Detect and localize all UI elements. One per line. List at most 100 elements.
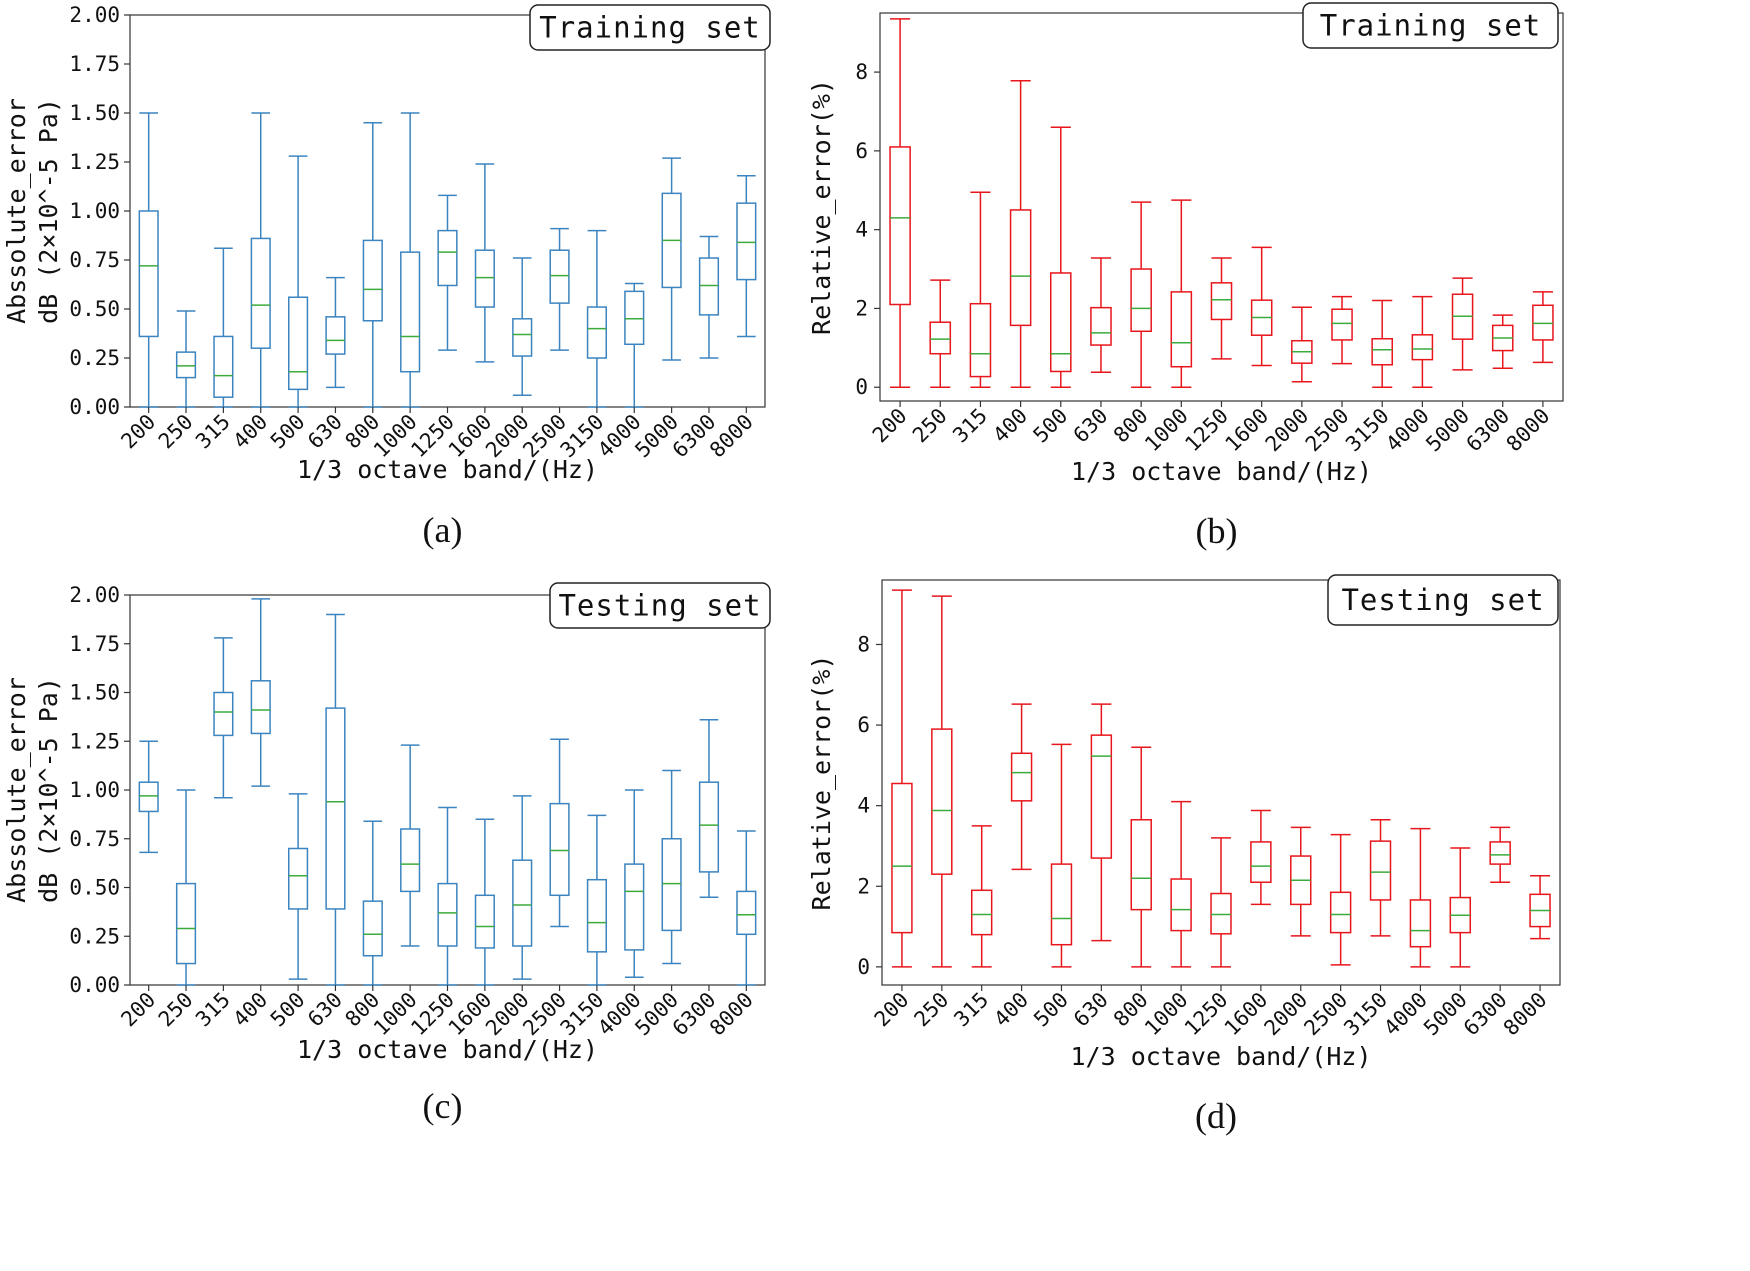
iqr-box	[1009, 209, 1032, 327]
panel-caption: (d)	[1195, 1096, 1237, 1136]
y-tick-label: 2	[855, 296, 868, 320]
x-tick-label: 5000	[630, 988, 683, 1041]
iqr-box	[1210, 892, 1232, 935]
x-axis-title: 1/3 octave band/(Hz)	[1070, 1042, 1371, 1071]
x-tick-label: 630	[303, 988, 347, 1032]
box-200	[891, 589, 913, 968]
box-5000	[661, 769, 682, 965]
box-1600	[1250, 246, 1273, 367]
legend-label: Testing set	[1341, 583, 1544, 617]
x-tick-label: 2000	[1261, 404, 1314, 457]
y-tick-label: 0.75	[69, 248, 120, 272]
x-tick-label: 6300	[1462, 404, 1515, 457]
iqr-box	[931, 728, 953, 875]
x-tick-label: 200	[868, 404, 912, 448]
iqr-box	[549, 249, 570, 304]
x-tick-label: 1000	[1140, 404, 1193, 457]
box-250	[175, 310, 197, 408]
box-6300	[1489, 826, 1511, 883]
iqr-box	[288, 296, 309, 391]
x-tick-label: 500	[266, 988, 310, 1032]
box-5000	[1451, 277, 1474, 371]
x-tick-label: 630	[303, 410, 347, 454]
box-800	[1130, 746, 1152, 968]
box-630	[1090, 257, 1112, 373]
y-tick-label: 2.00	[69, 583, 120, 607]
iqr-box	[175, 351, 197, 379]
box-400	[250, 112, 271, 408]
box-1250	[437, 806, 458, 986]
x-tick-label: 8000	[705, 988, 758, 1041]
iqr-box	[325, 707, 346, 910]
iqr-box	[1090, 306, 1112, 346]
box-3150	[1371, 299, 1393, 388]
box-1250	[437, 194, 458, 351]
iqr-box	[1371, 338, 1393, 366]
x-tick-label: 250	[908, 404, 952, 448]
x-tick-label: 1600	[1220, 404, 1273, 457]
iqr-box	[437, 229, 458, 287]
iqr-box	[250, 680, 271, 735]
box-6300	[698, 235, 720, 359]
iqr-box	[213, 335, 234, 398]
iqr-box	[1210, 282, 1233, 321]
y-axis-title: Relative_error(%)	[807, 79, 836, 335]
iqr-box	[889, 146, 911, 306]
iqr-box	[1250, 841, 1272, 883]
x-tick-label: 200	[116, 988, 160, 1032]
iqr-box	[1409, 899, 1432, 948]
box-500	[1050, 743, 1073, 968]
box-630	[325, 613, 346, 986]
box-250	[931, 595, 953, 968]
x-tick-label: 315	[948, 404, 992, 448]
y-tick-label: 1.00	[69, 199, 120, 223]
x-tick-label: 315	[191, 988, 235, 1032]
iqr-box	[362, 900, 383, 957]
iqr-box	[175, 882, 197, 965]
iqr-box	[474, 249, 495, 308]
y-axis-title: dB (2×10^-5 Pa)	[34, 677, 63, 903]
box-800	[362, 122, 383, 408]
panel-caption: (b)	[1196, 511, 1238, 551]
box-1250	[1210, 257, 1233, 360]
panel-c-absolute-error-testing: 0.000.250.500.751.001.251.501.752.002002…	[2, 582, 771, 1126]
x-tick-label: 400	[228, 988, 272, 1032]
iqr-box	[970, 889, 993, 936]
x-tick-label: 500	[1029, 988, 1073, 1032]
box-250	[929, 279, 952, 388]
panel-b-relative-error-training: 0246820025031540050063080010001250160020…	[807, 2, 1564, 551]
box-3150	[586, 814, 608, 986]
iqr-box	[474, 894, 495, 949]
box-3150	[586, 229, 608, 408]
legend-box	[549, 582, 771, 629]
iqr-box	[1369, 840, 1392, 901]
x-tick-label: 250	[910, 988, 954, 1032]
box-8000	[1532, 291, 1554, 364]
x-tick-label: 4000	[1379, 988, 1432, 1041]
x-tick-label: 1250	[406, 988, 459, 1041]
box-4000	[624, 282, 645, 408]
box-250	[175, 789, 197, 986]
x-axis-title: 1/3 octave band/(Hz)	[297, 455, 598, 484]
x-tick-label: 1600	[444, 988, 497, 1041]
box-630	[325, 276, 346, 389]
iqr-box	[736, 890, 757, 936]
box-8000	[1529, 875, 1551, 940]
box-400	[1010, 703, 1033, 871]
iqr-box	[325, 316, 346, 355]
box-1250	[1210, 837, 1232, 968]
iqr-box	[400, 251, 421, 373]
iqr-box	[1331, 308, 1353, 341]
legend-label: Training set	[1320, 9, 1542, 43]
box-2000	[1290, 826, 1312, 937]
x-tick-label: 6300	[668, 410, 721, 463]
box-8000	[736, 830, 757, 986]
box-400	[250, 598, 271, 787]
iqr-box	[138, 210, 159, 338]
box-2000	[512, 795, 533, 980]
iqr-box	[512, 859, 533, 947]
x-tick-label: 400	[228, 410, 272, 454]
iqr-box	[929, 321, 952, 355]
box-5000	[661, 157, 682, 361]
